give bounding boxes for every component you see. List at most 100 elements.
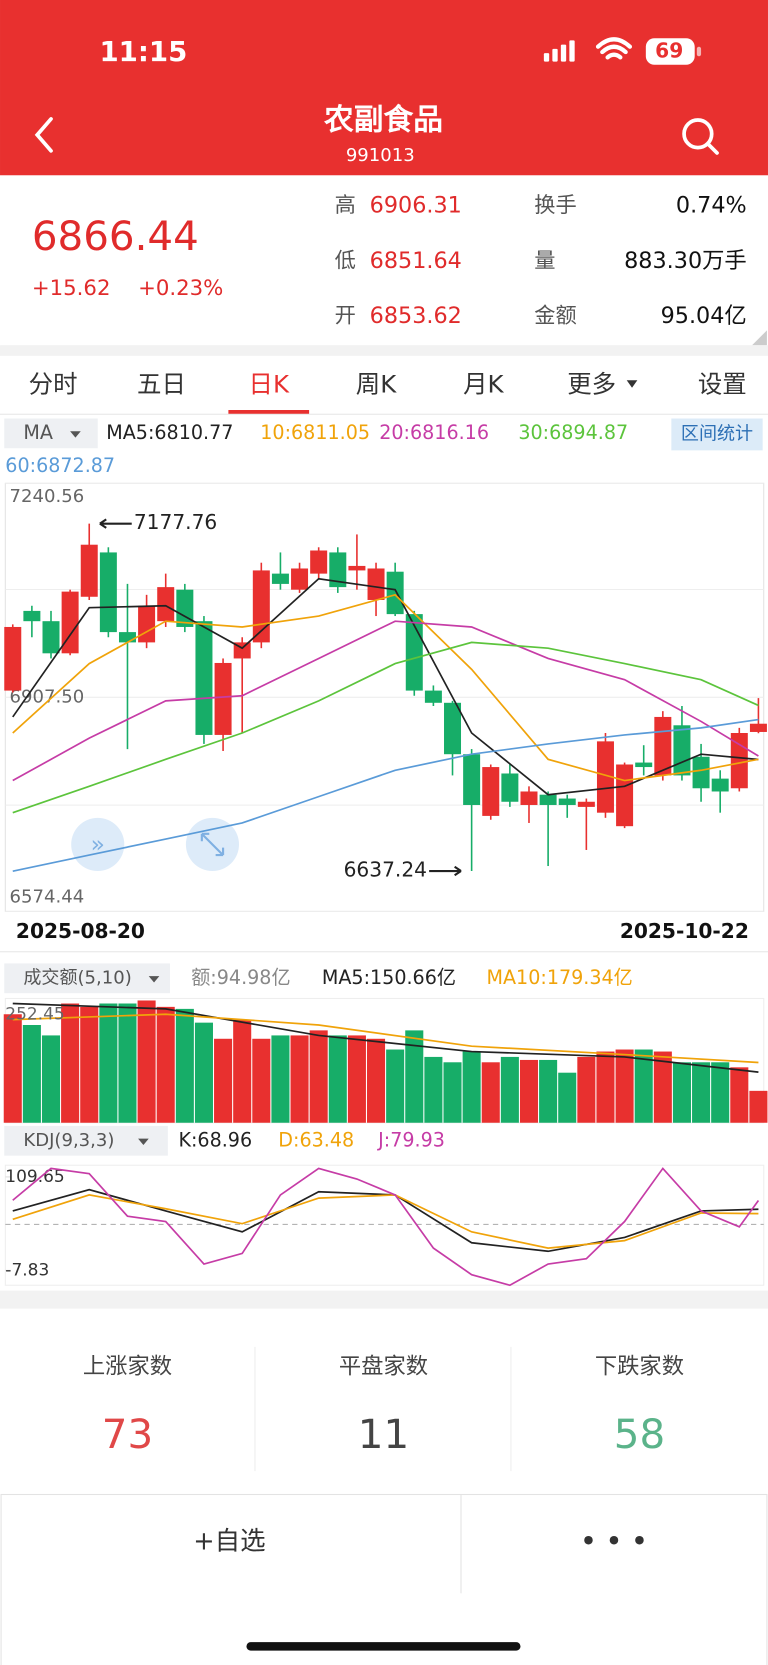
stat-value: 58 [614,1411,665,1458]
ma-legend: 10:6811.05 [260,421,370,444]
kdj-frame [4,1164,765,1286]
kdj-legend: J:79.93 [377,1128,445,1151]
stat-value: 11 [358,1411,409,1458]
volume-bar [214,1038,233,1123]
tab[interactable]: 更多 [567,370,616,399]
battery-cap [696,46,702,57]
volume-scale-label: 252.45 [5,1004,64,1024]
volume-bar [749,1090,768,1123]
candle-body [463,754,481,805]
candle-body [673,725,691,776]
tab[interactable]: 分时 [29,370,78,399]
ma-legend: 20:6816.16 [379,421,489,444]
y-tick-label: 6907.50 [10,686,85,707]
volume-bar [137,1000,156,1123]
field-value: 6851.64 [370,248,462,274]
range-stats-button[interactable]: 区间统计 [681,423,753,444]
candle-body [348,565,366,571]
candle-body [329,552,347,588]
field-value: 0.74% [676,193,747,219]
home-indicator [246,1642,521,1651]
kdj-selector[interactable]: KDJ(9,3,3) [23,1130,114,1151]
back-button[interactable] [34,117,53,153]
ma-caret [70,431,81,438]
price-change: +15.62 [32,276,111,301]
ma-selector-bg[interactable] [4,418,98,449]
candle-body [367,568,385,600]
end-date: 2025-10-22 [620,919,749,943]
candle-body [501,773,519,802]
candle-body [291,568,309,590]
tab[interactable]: 周K [356,370,397,399]
range-stats-bg[interactable] [671,418,763,451]
ma-line [12,577,759,796]
separator [0,345,768,356]
candle-body [577,801,595,807]
quote-fields: 高 6906.31 低 6851.64 开 6853.62 换手 0.74% 量 883.30万手… [335,193,747,329]
tab[interactable]: 设置 [698,370,747,399]
candle-body [386,571,404,615]
volume-bar [367,1038,386,1123]
tab[interactable]: 日K [249,370,290,399]
volume-bar [577,1056,596,1123]
candle-body [424,690,442,703]
volume-bar [309,1030,328,1123]
field-value: 95.04亿 [661,303,747,329]
stat-value: 73 [102,1411,153,1458]
price-change-pct: +0.23% [138,276,223,301]
volume-bar [386,1049,405,1123]
candle-body [616,764,634,827]
candle-body [271,573,289,584]
separator [0,1290,768,1309]
volume-bar [80,1006,99,1123]
volume-bar [500,1056,519,1123]
volume-selector-bg[interactable] [4,963,170,994]
more-button[interactable] [584,1535,644,1545]
candle-body [635,762,653,768]
candle-body [176,589,194,627]
ma-legend: 60:6872.87 [5,454,115,477]
volume-ma-line [12,1002,759,1073]
candle-body [4,626,22,691]
volume-bar [519,1059,539,1123]
candle-body [711,778,729,792]
ma-legend: MA5:6810.77 [106,421,233,444]
candle-body [520,791,538,805]
candle-body [444,702,462,755]
volume-bar [443,1062,462,1123]
candle-body [310,550,328,574]
candle-body [80,544,98,597]
tab[interactable]: 月K [463,370,504,399]
max-arrow [99,518,132,529]
candle-body [99,552,117,633]
candle-body [23,610,41,622]
field-value: 6906.31 [370,193,462,219]
svg-text:»: » [91,830,105,858]
kdj-line [12,1167,760,1287]
corner-mark [752,330,767,346]
ma-legend: 30:6894.87 [518,421,628,444]
candle-body [118,632,136,643]
field-label: 开 [335,304,356,329]
ma-selector[interactable]: MA [23,421,53,444]
volume-bar [41,1035,61,1123]
max-label: 7177.76 [134,510,217,534]
volume-bar [634,1049,653,1123]
volume-bar [481,1062,500,1123]
min-label: 6637.24 [344,858,427,882]
volume-bar [596,1051,615,1123]
volume-bar [99,1003,118,1123]
volume-selector[interactable]: 成交额(5,10) [23,967,131,988]
volume-bar [347,1035,366,1123]
candle-body [214,662,232,735]
add-watchlist-button[interactable]: +自选 [193,1526,265,1556]
battery-icon [645,38,695,65]
volume-bar [175,1008,194,1123]
kdj-caret [138,1138,149,1146]
y-tick-label: 6574.44 [10,887,85,908]
scroll-hint[interactable]: » [71,817,125,872]
tab[interactable]: 五日 [137,370,186,399]
search-button[interactable] [682,118,719,155]
candle-body [42,621,60,654]
